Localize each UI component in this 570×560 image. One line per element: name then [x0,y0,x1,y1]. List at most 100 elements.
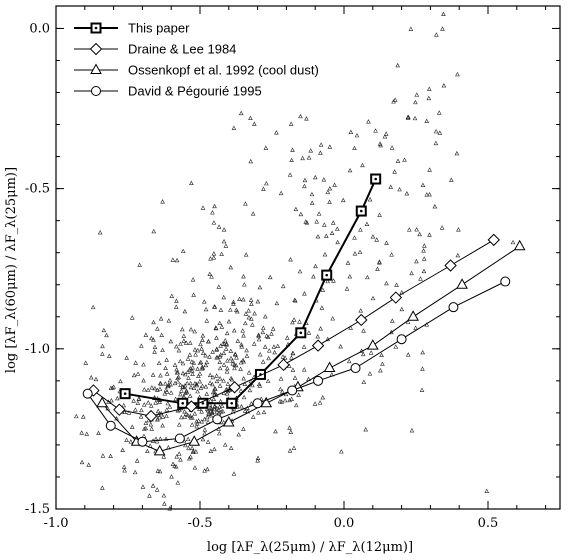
scatter-point [263,314,268,319]
scatter-point [318,150,323,155]
data-point-circle [396,334,407,345]
scatter-point [242,381,248,387]
scatter-point [315,234,321,239]
data-point-square-dot [299,331,303,335]
data-point-square-dot [374,177,377,181]
scatter-point [240,328,245,333]
legend-entry: David & Pégourié 1995 [74,84,262,99]
data-point-circle [137,436,148,447]
data-point-diamond [144,409,158,423]
scatter-point [108,453,113,458]
scatter-point [175,480,181,485]
scatter-point [330,316,335,321]
scatter-point [246,315,252,320]
scatter-point [214,409,220,414]
scatter-point [120,447,125,453]
scatter-point [155,417,160,422]
data-point-square-dot [123,392,127,395]
scatter-point [404,191,410,196]
scatter-point [292,375,298,380]
scatter-point [150,483,156,488]
scatter-point [433,128,439,134]
data-point-diamond [389,291,403,304]
scatter-point [210,389,216,395]
scatter-point [218,343,223,348]
scatter-point [424,118,430,123]
scatter-point [217,376,223,381]
scatter-point [139,343,144,348]
series-triangle [96,239,526,456]
scatter-point [195,388,200,394]
data-point-circle [91,86,101,96]
scatter-point [256,332,261,337]
plot-frame [55,5,561,510]
scatter-point [194,423,200,429]
scatter-point [392,97,398,102]
scatter-point [201,299,207,304]
scatter-point [167,404,173,409]
scatter-point [147,493,152,498]
scatter-point [167,506,172,511]
scatter-point [221,238,227,244]
scatter-point [163,436,169,441]
scatter-point [173,396,178,401]
scatter-point [166,382,172,387]
scatter-point [176,451,182,456]
data-point-circle [105,420,116,431]
scatter-point [202,427,208,432]
x-tick-label: -0.5 [187,516,212,531]
scatter-point [195,347,201,353]
scatter-point [293,402,299,408]
scatter-point [228,445,234,450]
scatter-point [93,376,99,382]
scatter-point [367,197,373,202]
scatter-point [100,343,105,349]
scatter-point [241,333,246,338]
scatter-point [101,327,107,333]
scatter-point [287,397,292,403]
scatter-point [405,352,411,357]
data-point-triangle [260,396,273,408]
scatter-point [233,352,238,357]
scatter-point [439,225,445,230]
scatter-point [106,353,112,358]
scatter-point [264,180,269,186]
scatter-point [170,461,176,466]
scatter-point [405,115,411,120]
scatter-point [377,141,383,146]
scatter-point [311,274,316,279]
scatter-point [414,227,419,232]
scatter-point [234,307,239,312]
scatter-point [327,199,332,204]
scatter-point [405,114,411,119]
scatter-point [194,381,199,387]
scatter-point [161,493,167,498]
scatter-point [207,372,213,378]
scatter-point [248,158,254,164]
scatter-point [230,361,236,366]
scatter-point [250,414,256,419]
scatter-point [110,385,115,390]
scatter-point [248,297,254,302]
scatter-point [383,131,389,136]
scatter-point [382,133,388,139]
scatter-point [191,360,197,365]
series-line [101,245,520,452]
scatter-point [128,439,134,444]
scatter-point [412,115,418,121]
scatter-point [197,371,203,376]
scatter-point [195,366,200,371]
scatter-point [338,344,343,349]
scatter-point [244,353,250,358]
scatter-point [196,418,201,423]
scatter-point [256,410,261,415]
data-point-diamond [228,381,241,394]
scatter-point [221,419,226,425]
scatter-point [214,373,219,378]
scatter-point [252,310,257,316]
scatter-point [204,318,210,323]
scatter-point [260,329,266,335]
scatter-point [225,381,231,386]
scatter-point [212,385,218,391]
